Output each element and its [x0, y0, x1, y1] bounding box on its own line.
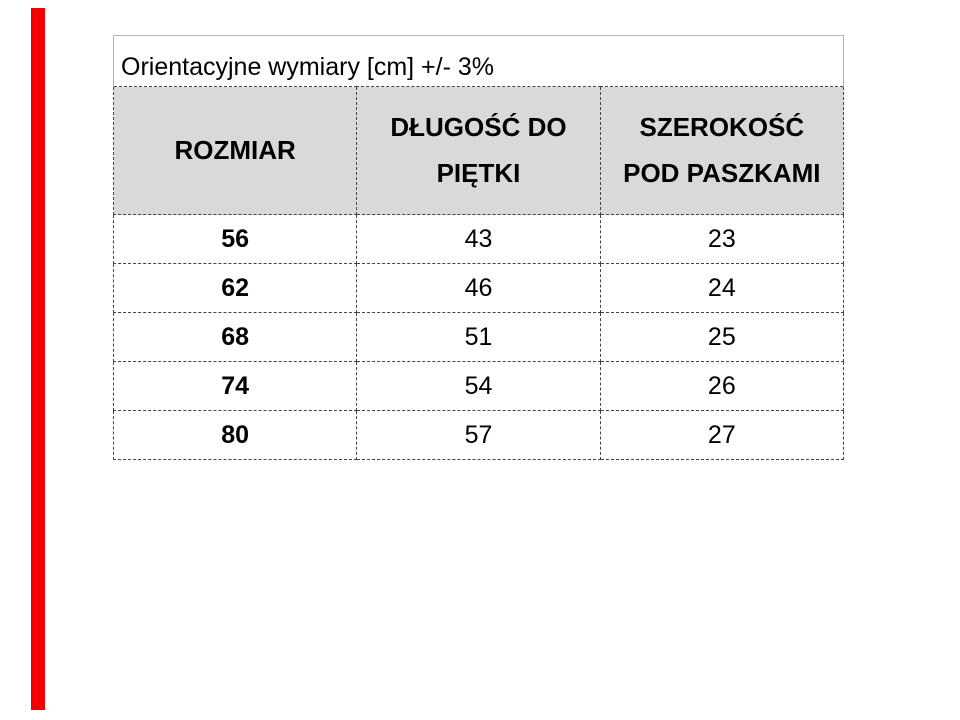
title-row: Orientacyjne wymiary [cm] +/- 3% [113, 35, 844, 87]
column-header-dlugosc-do-pietki: DŁUGOŚĆ DO PIĘTKI [356, 86, 601, 215]
length-cell: 57 [356, 410, 601, 460]
width-cell: 23 [599, 214, 845, 264]
table-body: 56 43 23 62 46 24 68 51 25 74 54 26 80 57 27 [112, 214, 845, 460]
table-row: 74 54 26 [112, 361, 845, 411]
table-row: 68 51 25 [112, 312, 845, 362]
size-cell: 74 [112, 361, 358, 411]
size-cell: 62 [112, 263, 358, 313]
red-edge-strip [31, 8, 45, 710]
size-chart-table: Orientacyjne wymiary [cm] +/- 3% ROZMIAR… [112, 35, 845, 460]
table-row: 56 43 23 [112, 214, 845, 264]
column-header-rozmiar: ROZMIAR [112, 86, 358, 215]
width-cell: 25 [599, 312, 845, 362]
width-cell: 26 [599, 361, 845, 411]
width-cell: 27 [599, 410, 845, 460]
width-cell: 24 [599, 263, 845, 313]
header-row: ROZMIAR DŁUGOŚĆ DO PIĘTKI SZEROKOŚĆ POD … [112, 86, 845, 215]
length-cell: 46 [356, 263, 601, 313]
table-row: 80 57 27 [112, 410, 845, 460]
length-cell: 43 [356, 214, 601, 264]
size-cell: 68 [112, 312, 358, 362]
length-cell: 51 [356, 312, 601, 362]
column-header-szerokosc-pod-paszkami: SZEROKOŚĆ POD PASZKAMI [599, 86, 845, 215]
table-row: 62 46 24 [112, 263, 845, 313]
length-cell: 54 [356, 361, 601, 411]
table-title: Orientacyjne wymiary [cm] +/- 3% [113, 35, 844, 87]
size-cell: 56 [112, 214, 358, 264]
size-cell: 80 [112, 410, 358, 460]
size-chart-head: Orientacyjne wymiary [cm] +/- 3% ROZMIAR… [112, 35, 845, 215]
